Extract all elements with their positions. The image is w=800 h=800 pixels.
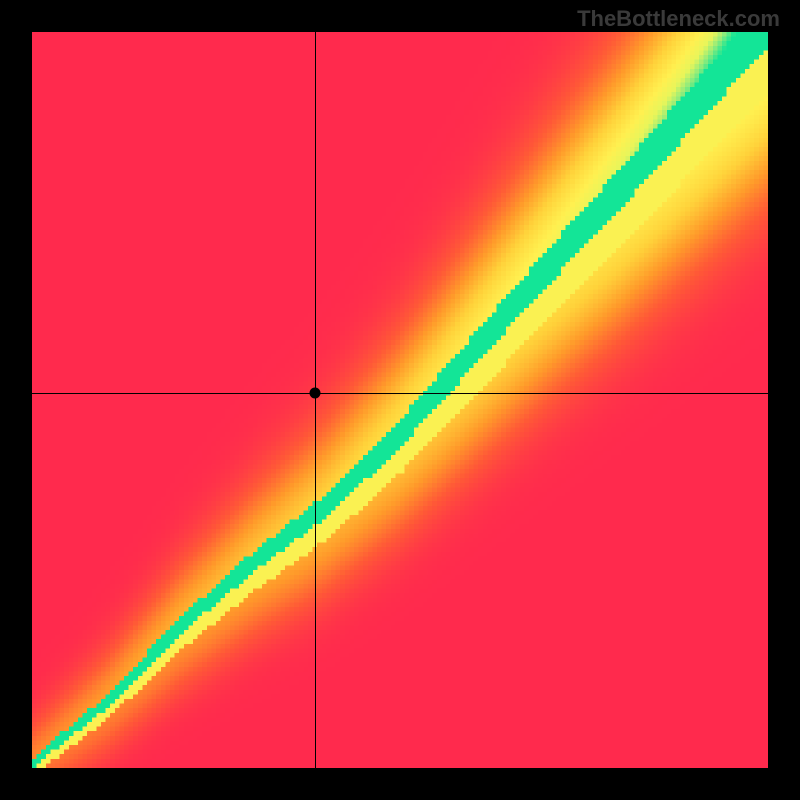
crosshair-horizontal — [32, 393, 768, 394]
watermark-text: TheBottleneck.com — [577, 6, 780, 32]
selection-marker — [310, 387, 321, 398]
crosshair-vertical — [315, 32, 316, 768]
bottleneck-heatmap — [32, 32, 768, 768]
heatmap-canvas — [32, 32, 768, 768]
